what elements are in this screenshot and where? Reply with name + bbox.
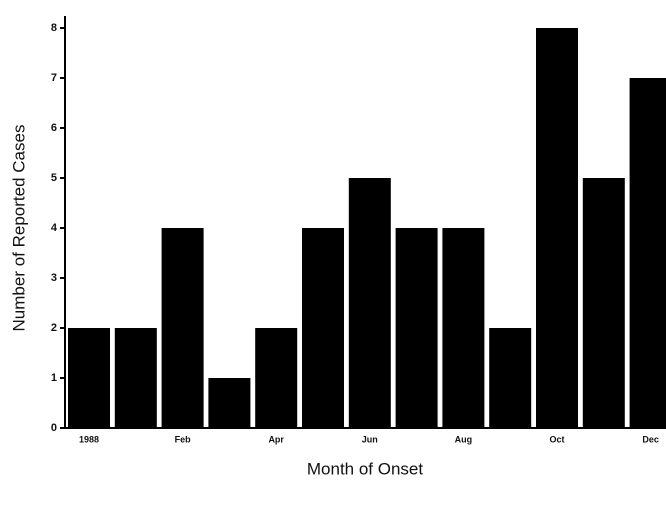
- x-tick-label: Feb: [175, 434, 192, 444]
- bar: [395, 228, 438, 428]
- y-tick-label: 0: [51, 422, 57, 434]
- bar: [536, 28, 578, 428]
- y-tick-label: 3: [51, 272, 57, 284]
- bar: [68, 328, 110, 428]
- bar: [302, 228, 344, 428]
- bar: [208, 378, 251, 428]
- bar: [114, 328, 157, 428]
- x-tick-label: Apr: [268, 434, 284, 444]
- y-tick-label: 6: [51, 122, 57, 134]
- x-tick-label: Aug: [455, 434, 473, 444]
- bar: [629, 78, 666, 428]
- y-tick-label: 4: [51, 222, 58, 234]
- x-tick-label: Jun: [362, 434, 378, 444]
- x-tick-label: Dec: [642, 434, 659, 444]
- y-tick-label: 8: [51, 22, 57, 34]
- x-tick-label: Oct: [549, 434, 564, 444]
- x-axis-title: Month of Onset: [307, 459, 424, 478]
- x-tick-label: 1988: [79, 434, 99, 444]
- y-tick-label: 5: [51, 172, 57, 184]
- bar: [582, 178, 625, 428]
- bar: [161, 228, 204, 428]
- y-axis-title: Number of Reported Cases: [9, 125, 28, 332]
- bar: [255, 328, 298, 428]
- bar: [442, 228, 485, 428]
- y-tick-label: 7: [51, 72, 57, 84]
- bar: [348, 178, 391, 428]
- bar: [489, 328, 532, 428]
- y-tick-label: 1: [51, 372, 57, 384]
- y-tick-label: 2: [51, 322, 57, 334]
